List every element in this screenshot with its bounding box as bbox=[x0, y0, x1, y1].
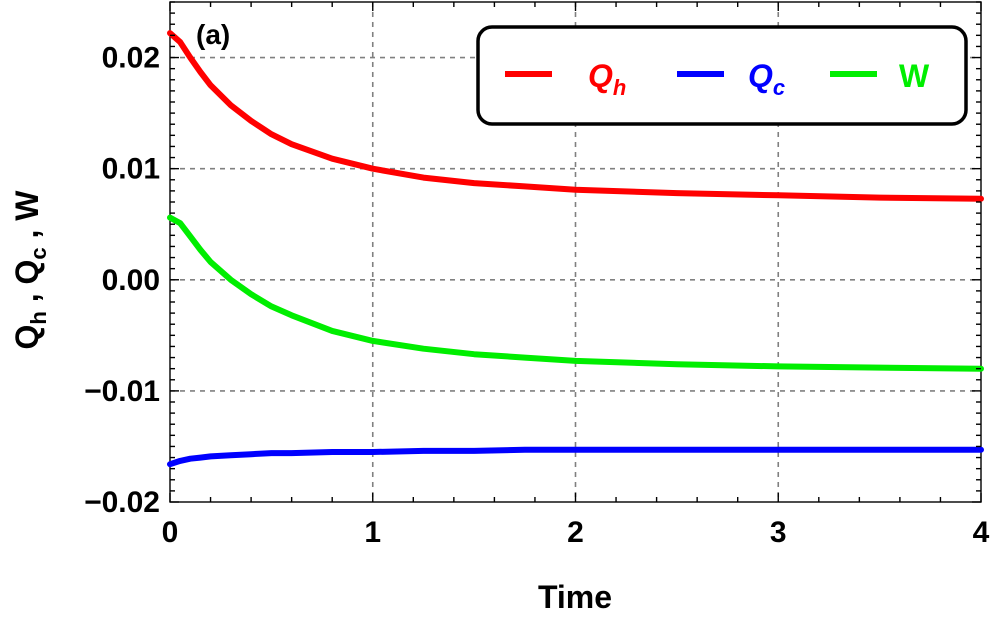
legend-label-q-c: Qc bbox=[748, 58, 785, 100]
panel-label: (a) bbox=[196, 19, 230, 50]
y-label-part: , W bbox=[9, 190, 45, 248]
x-tick-label: 0 bbox=[162, 516, 179, 549]
series-line-q-c bbox=[167, 446, 984, 468]
y-tick-label: −0.02 bbox=[84, 486, 160, 519]
x-tick-label: 1 bbox=[364, 516, 381, 549]
y-label-part: , bbox=[9, 285, 45, 312]
y-label-part: Q bbox=[9, 260, 45, 285]
x-tick-label: 2 bbox=[567, 516, 584, 549]
y-label-subscript: h bbox=[26, 311, 51, 324]
axis-ticks: 0 1 2 3 4 −0.02 −0.01 0.00 0.01 0.02 bbox=[84, 1, 990, 549]
legend-label-q-h: Qh bbox=[588, 58, 626, 100]
legend-label-w: W bbox=[899, 58, 930, 94]
x-tick-label: 4 bbox=[973, 516, 990, 549]
y-tick-label: 0.01 bbox=[102, 153, 160, 186]
x-axis-label: Time bbox=[538, 579, 612, 615]
y-tick-label: 0.02 bbox=[102, 42, 160, 75]
y-tick-label: −0.01 bbox=[84, 375, 160, 408]
y-label-part: Q bbox=[9, 325, 45, 350]
series-lines bbox=[167, 30, 984, 468]
y-tick-label: 0.00 bbox=[102, 264, 160, 297]
series-line-w bbox=[167, 214, 984, 372]
legend: Qh Qc W bbox=[476, 25, 968, 126]
y-axis-label: Qh , Qc , W bbox=[9, 190, 51, 350]
x-tick-label: 3 bbox=[770, 516, 787, 549]
series-line-q-h bbox=[167, 30, 984, 202]
y-label-subscript: c bbox=[26, 247, 51, 259]
